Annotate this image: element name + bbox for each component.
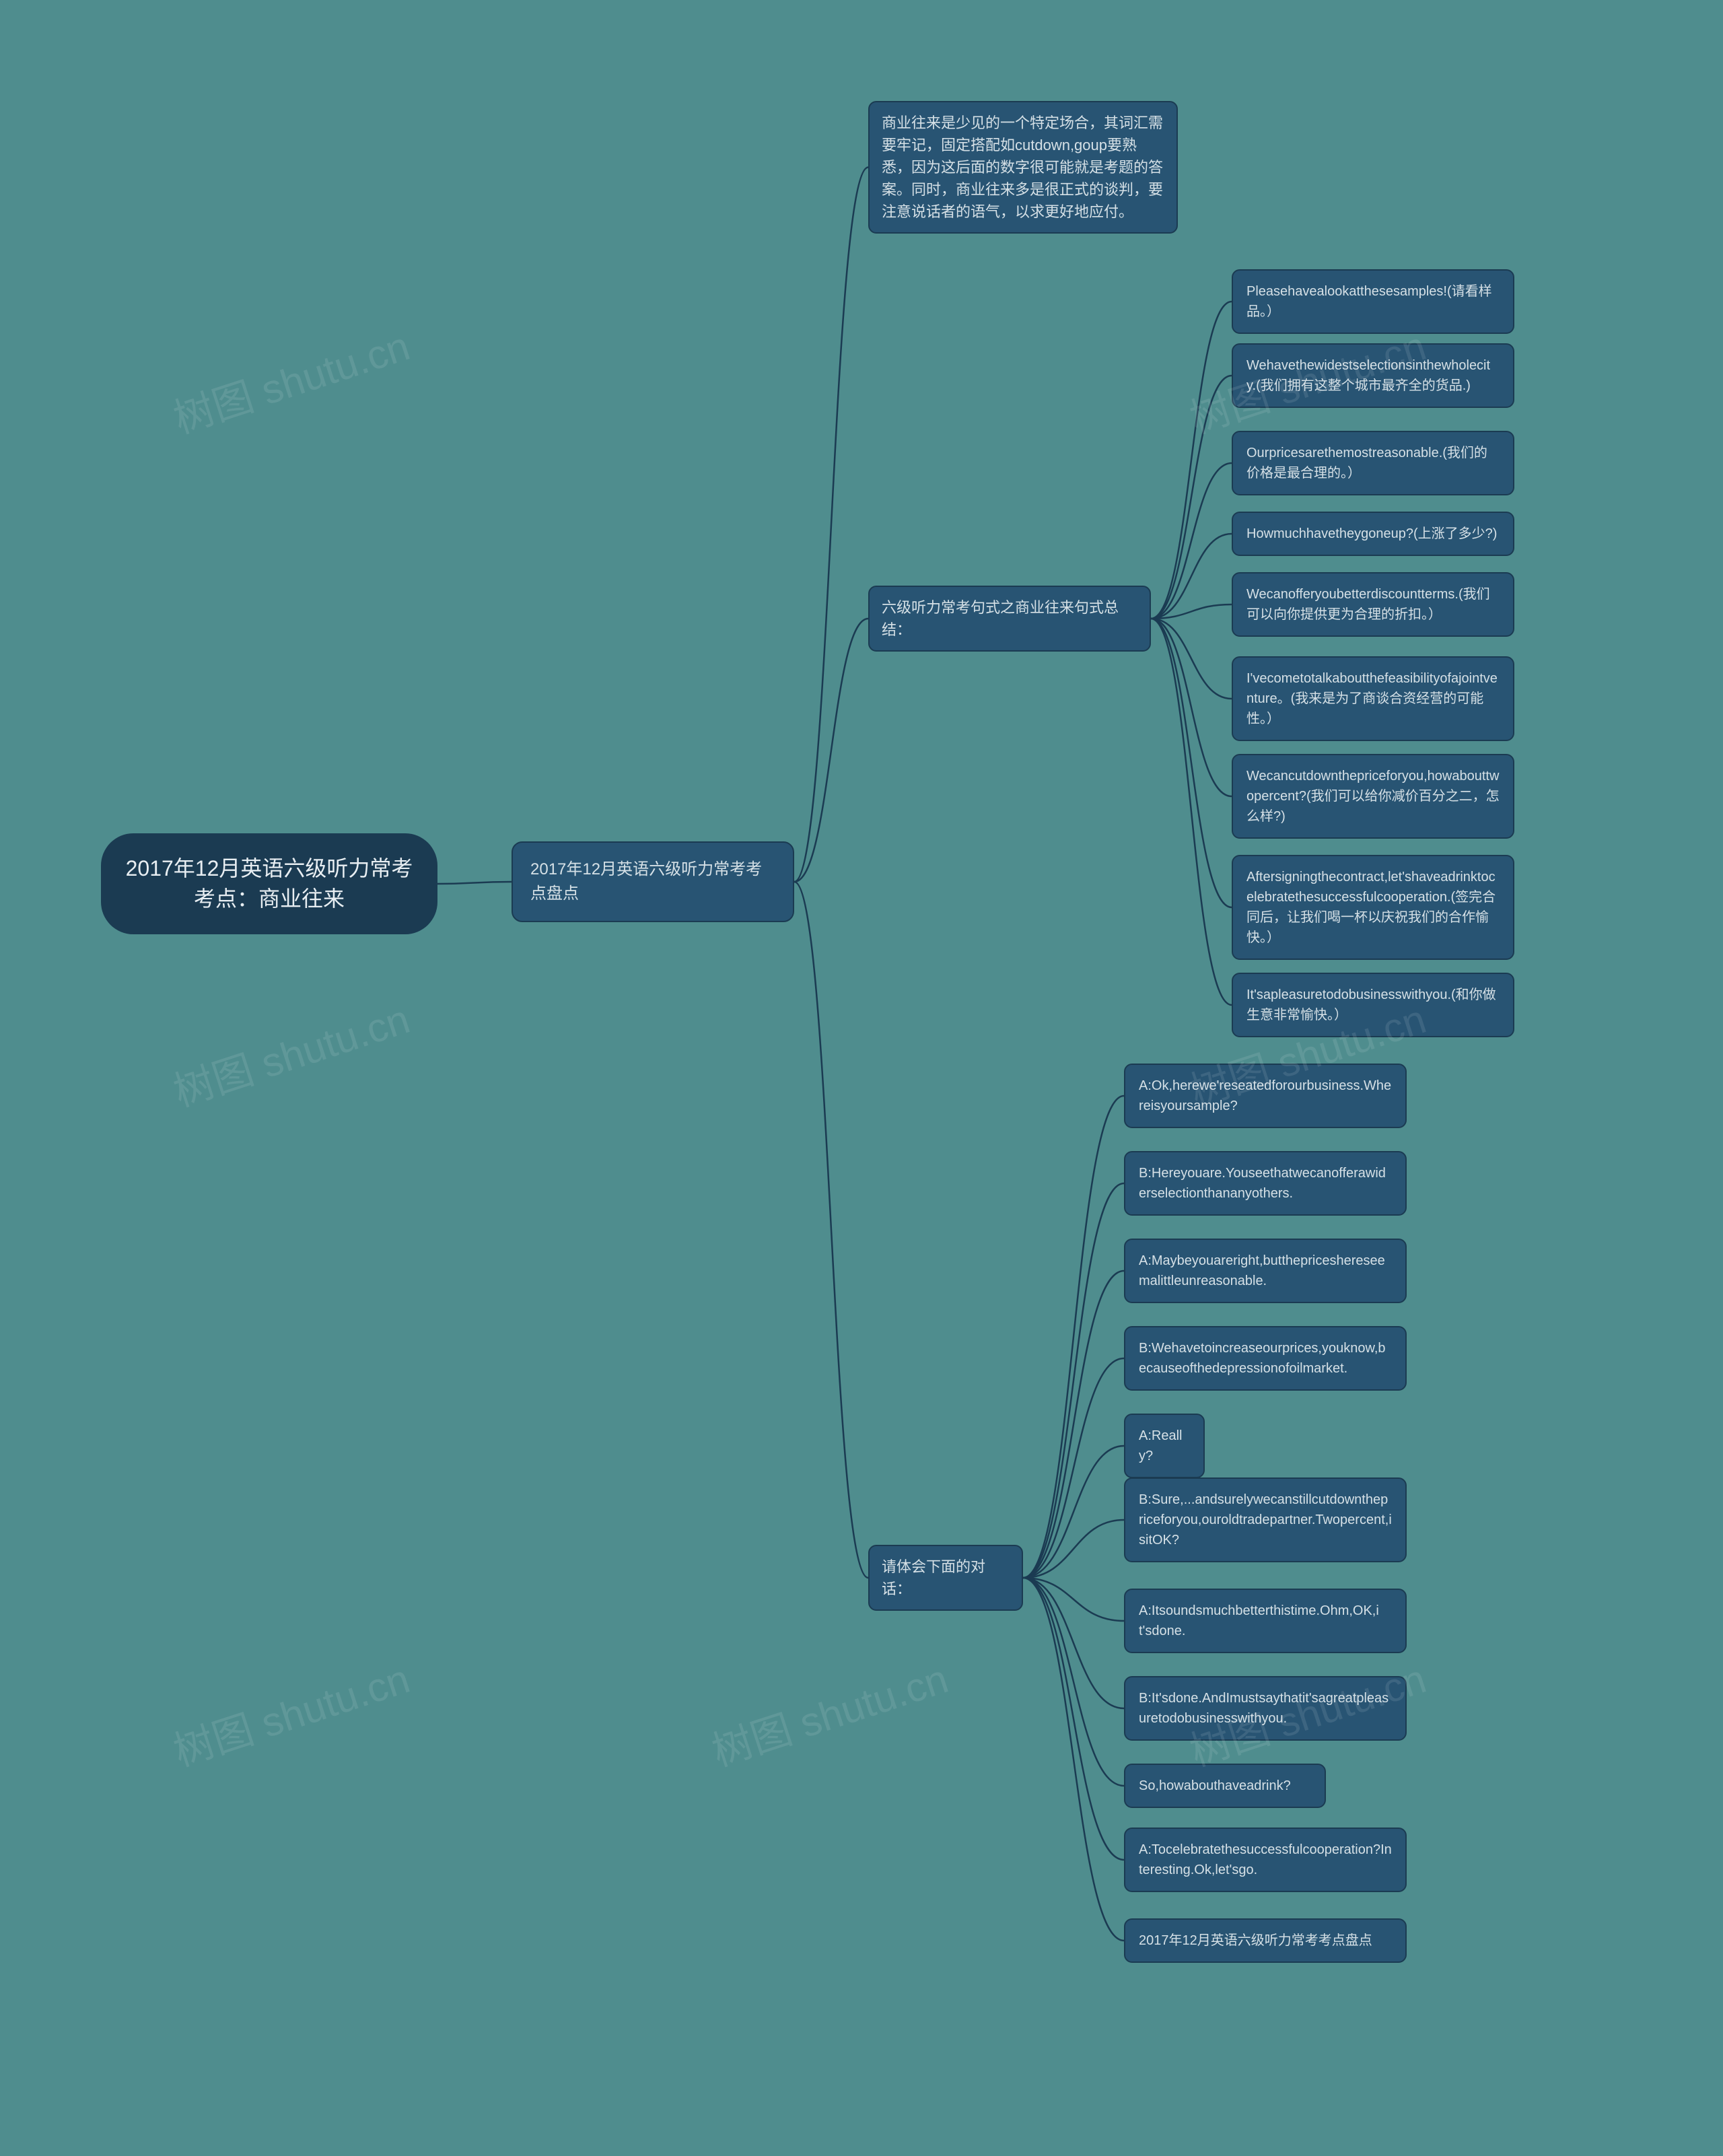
dialog-node: A:Itsoundsmuchbetterthistime.Ohm,OK,it's… — [1124, 1589, 1407, 1653]
dialog-node: A:Tocelebratethesuccessfulcooperation?In… — [1124, 1828, 1407, 1892]
sentence-node: Ourpricesarethemostreasonable.(我们的价格是最合理… — [1232, 431, 1514, 495]
watermark: 树图 shutu.cn — [165, 1646, 416, 1778]
level1-node: 2017年12月英语六级听力常考考点盘点 — [512, 841, 794, 922]
dialog-node: A:Ok,herewe'reseatedforourbusiness.Where… — [1124, 1064, 1407, 1128]
dialog-node: A:Really? — [1124, 1414, 1205, 1478]
sentence-node: Wecanofferyoubetterdiscountterms.(我们可以向你… — [1232, 572, 1514, 637]
sentence-node: Wehavethewidestselectionsinthewholecity.… — [1232, 343, 1514, 408]
root-node: 2017年12月英语六级听力常考考点：商业往来 — [101, 833, 437, 934]
sentence-node: Pleasehavealookatthesesamples!(请看样品。） — [1232, 269, 1514, 334]
sentence-node: Howmuchhavetheygoneup?(上涨了多少?) — [1232, 512, 1514, 556]
sentence-node: Aftersigningthecontract,let'shaveadrinkt… — [1232, 855, 1514, 960]
sentence-node: Wecancutdownthepriceforyou,howabouttwope… — [1232, 754, 1514, 839]
watermark: 树图 shutu.cn — [703, 1646, 954, 1778]
dialog-node: B:Hereyouare.Youseethatwecanofferawiders… — [1124, 1151, 1407, 1216]
dialog-node: 2017年12月英语六级听力常考考点盘点 — [1124, 1918, 1407, 1963]
dialog-node: B:It'sdone.AndImustsaythatit'sagreatplea… — [1124, 1676, 1407, 1741]
dialog-node: B:Sure,...andsurelywecanstillcutdownthep… — [1124, 1477, 1407, 1562]
dialog-node: So,howabouthaveadrink? — [1124, 1764, 1326, 1808]
watermark: 树图 shutu.cn — [165, 987, 416, 1118]
dialog-header: 请体会下面的对话： — [868, 1545, 1023, 1611]
sentences-header: 六级听力常考句式之商业往来句式总结： — [868, 586, 1151, 652]
intro-node: 商业往来是少见的一个特定场合，其词汇需要牢记，固定搭配如cutdown,goup… — [868, 101, 1178, 234]
dialog-node: A:Maybeyouareright,butthepriceshereseema… — [1124, 1239, 1407, 1303]
sentence-node: It'sapleasuretodobusinesswithyou.(和你做生意非… — [1232, 973, 1514, 1037]
sentence-node: I'vecometotalkaboutthefeasibilityofajoin… — [1232, 656, 1514, 741]
dialog-node: B:Wehavetoincreaseourprices,youknow,beca… — [1124, 1326, 1407, 1391]
watermark: 树图 shutu.cn — [165, 314, 416, 445]
